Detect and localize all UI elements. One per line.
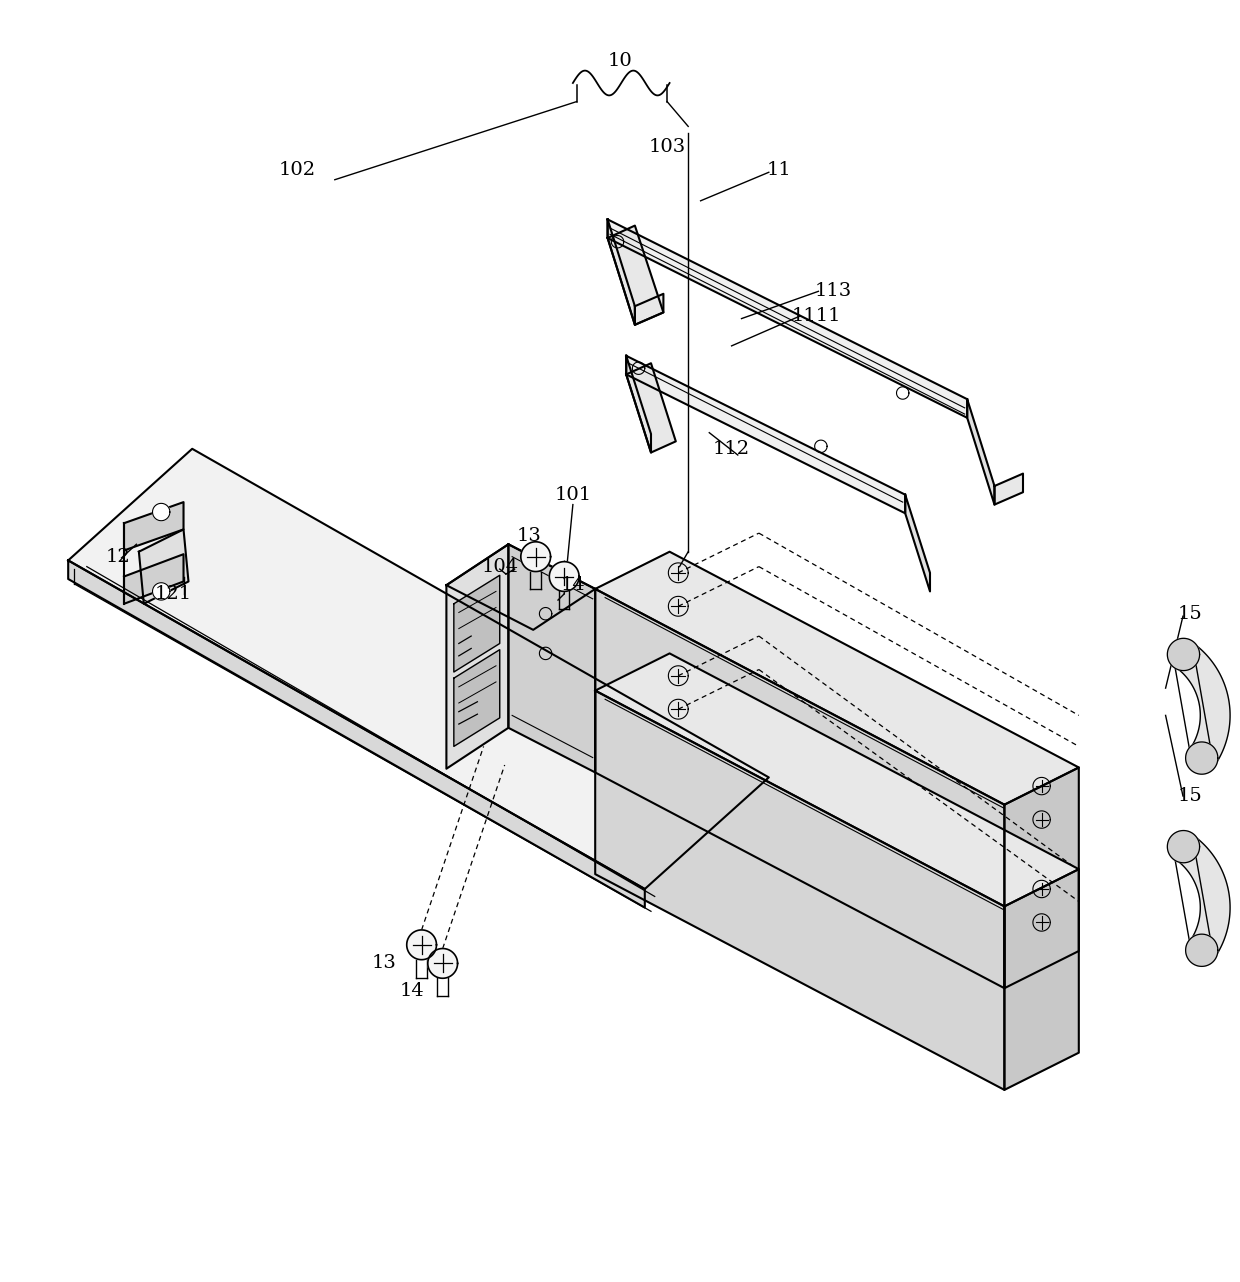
Polygon shape: [508, 545, 595, 773]
Polygon shape: [595, 654, 1079, 906]
Text: 104: 104: [481, 558, 518, 576]
Polygon shape: [454, 576, 500, 672]
Polygon shape: [608, 219, 967, 418]
Text: 11: 11: [766, 160, 791, 178]
Text: 1111: 1111: [791, 308, 841, 326]
Polygon shape: [608, 219, 635, 324]
Polygon shape: [68, 449, 769, 888]
Polygon shape: [153, 504, 170, 520]
Polygon shape: [1185, 742, 1218, 774]
Text: 14: 14: [399, 982, 424, 1000]
Text: 10: 10: [608, 51, 632, 69]
Polygon shape: [905, 495, 930, 591]
Polygon shape: [428, 949, 458, 978]
Polygon shape: [407, 929, 436, 960]
Polygon shape: [994, 473, 1023, 505]
Text: 103: 103: [649, 138, 686, 156]
Polygon shape: [967, 399, 994, 505]
Text: 13: 13: [372, 954, 397, 973]
Polygon shape: [1176, 835, 1230, 959]
Polygon shape: [626, 363, 676, 453]
Polygon shape: [153, 583, 170, 600]
Polygon shape: [124, 503, 184, 550]
Polygon shape: [521, 542, 551, 572]
Polygon shape: [626, 356, 905, 513]
Polygon shape: [124, 554, 184, 604]
Text: 15: 15: [1178, 605, 1203, 623]
Polygon shape: [608, 226, 663, 324]
Polygon shape: [1004, 768, 1079, 988]
Text: 121: 121: [155, 585, 192, 603]
Polygon shape: [549, 562, 579, 591]
Polygon shape: [1004, 869, 1079, 1090]
Polygon shape: [595, 691, 1004, 1090]
Text: 112: 112: [713, 440, 750, 458]
Text: 13: 13: [517, 527, 542, 545]
Polygon shape: [595, 551, 1079, 805]
Polygon shape: [446, 545, 508, 769]
Polygon shape: [454, 650, 500, 746]
Polygon shape: [1185, 935, 1218, 967]
Polygon shape: [626, 356, 651, 453]
Text: 101: 101: [554, 486, 591, 504]
Text: 113: 113: [815, 282, 852, 300]
Text: 12: 12: [105, 547, 130, 565]
Text: 14: 14: [560, 576, 585, 594]
Polygon shape: [595, 588, 1004, 988]
Polygon shape: [68, 560, 645, 908]
Polygon shape: [1176, 642, 1230, 767]
Polygon shape: [635, 294, 663, 324]
Polygon shape: [139, 529, 188, 604]
Polygon shape: [1167, 638, 1199, 670]
Text: 15: 15: [1178, 787, 1203, 805]
Text: 102: 102: [279, 160, 316, 178]
Polygon shape: [1167, 831, 1199, 863]
Polygon shape: [446, 545, 595, 629]
